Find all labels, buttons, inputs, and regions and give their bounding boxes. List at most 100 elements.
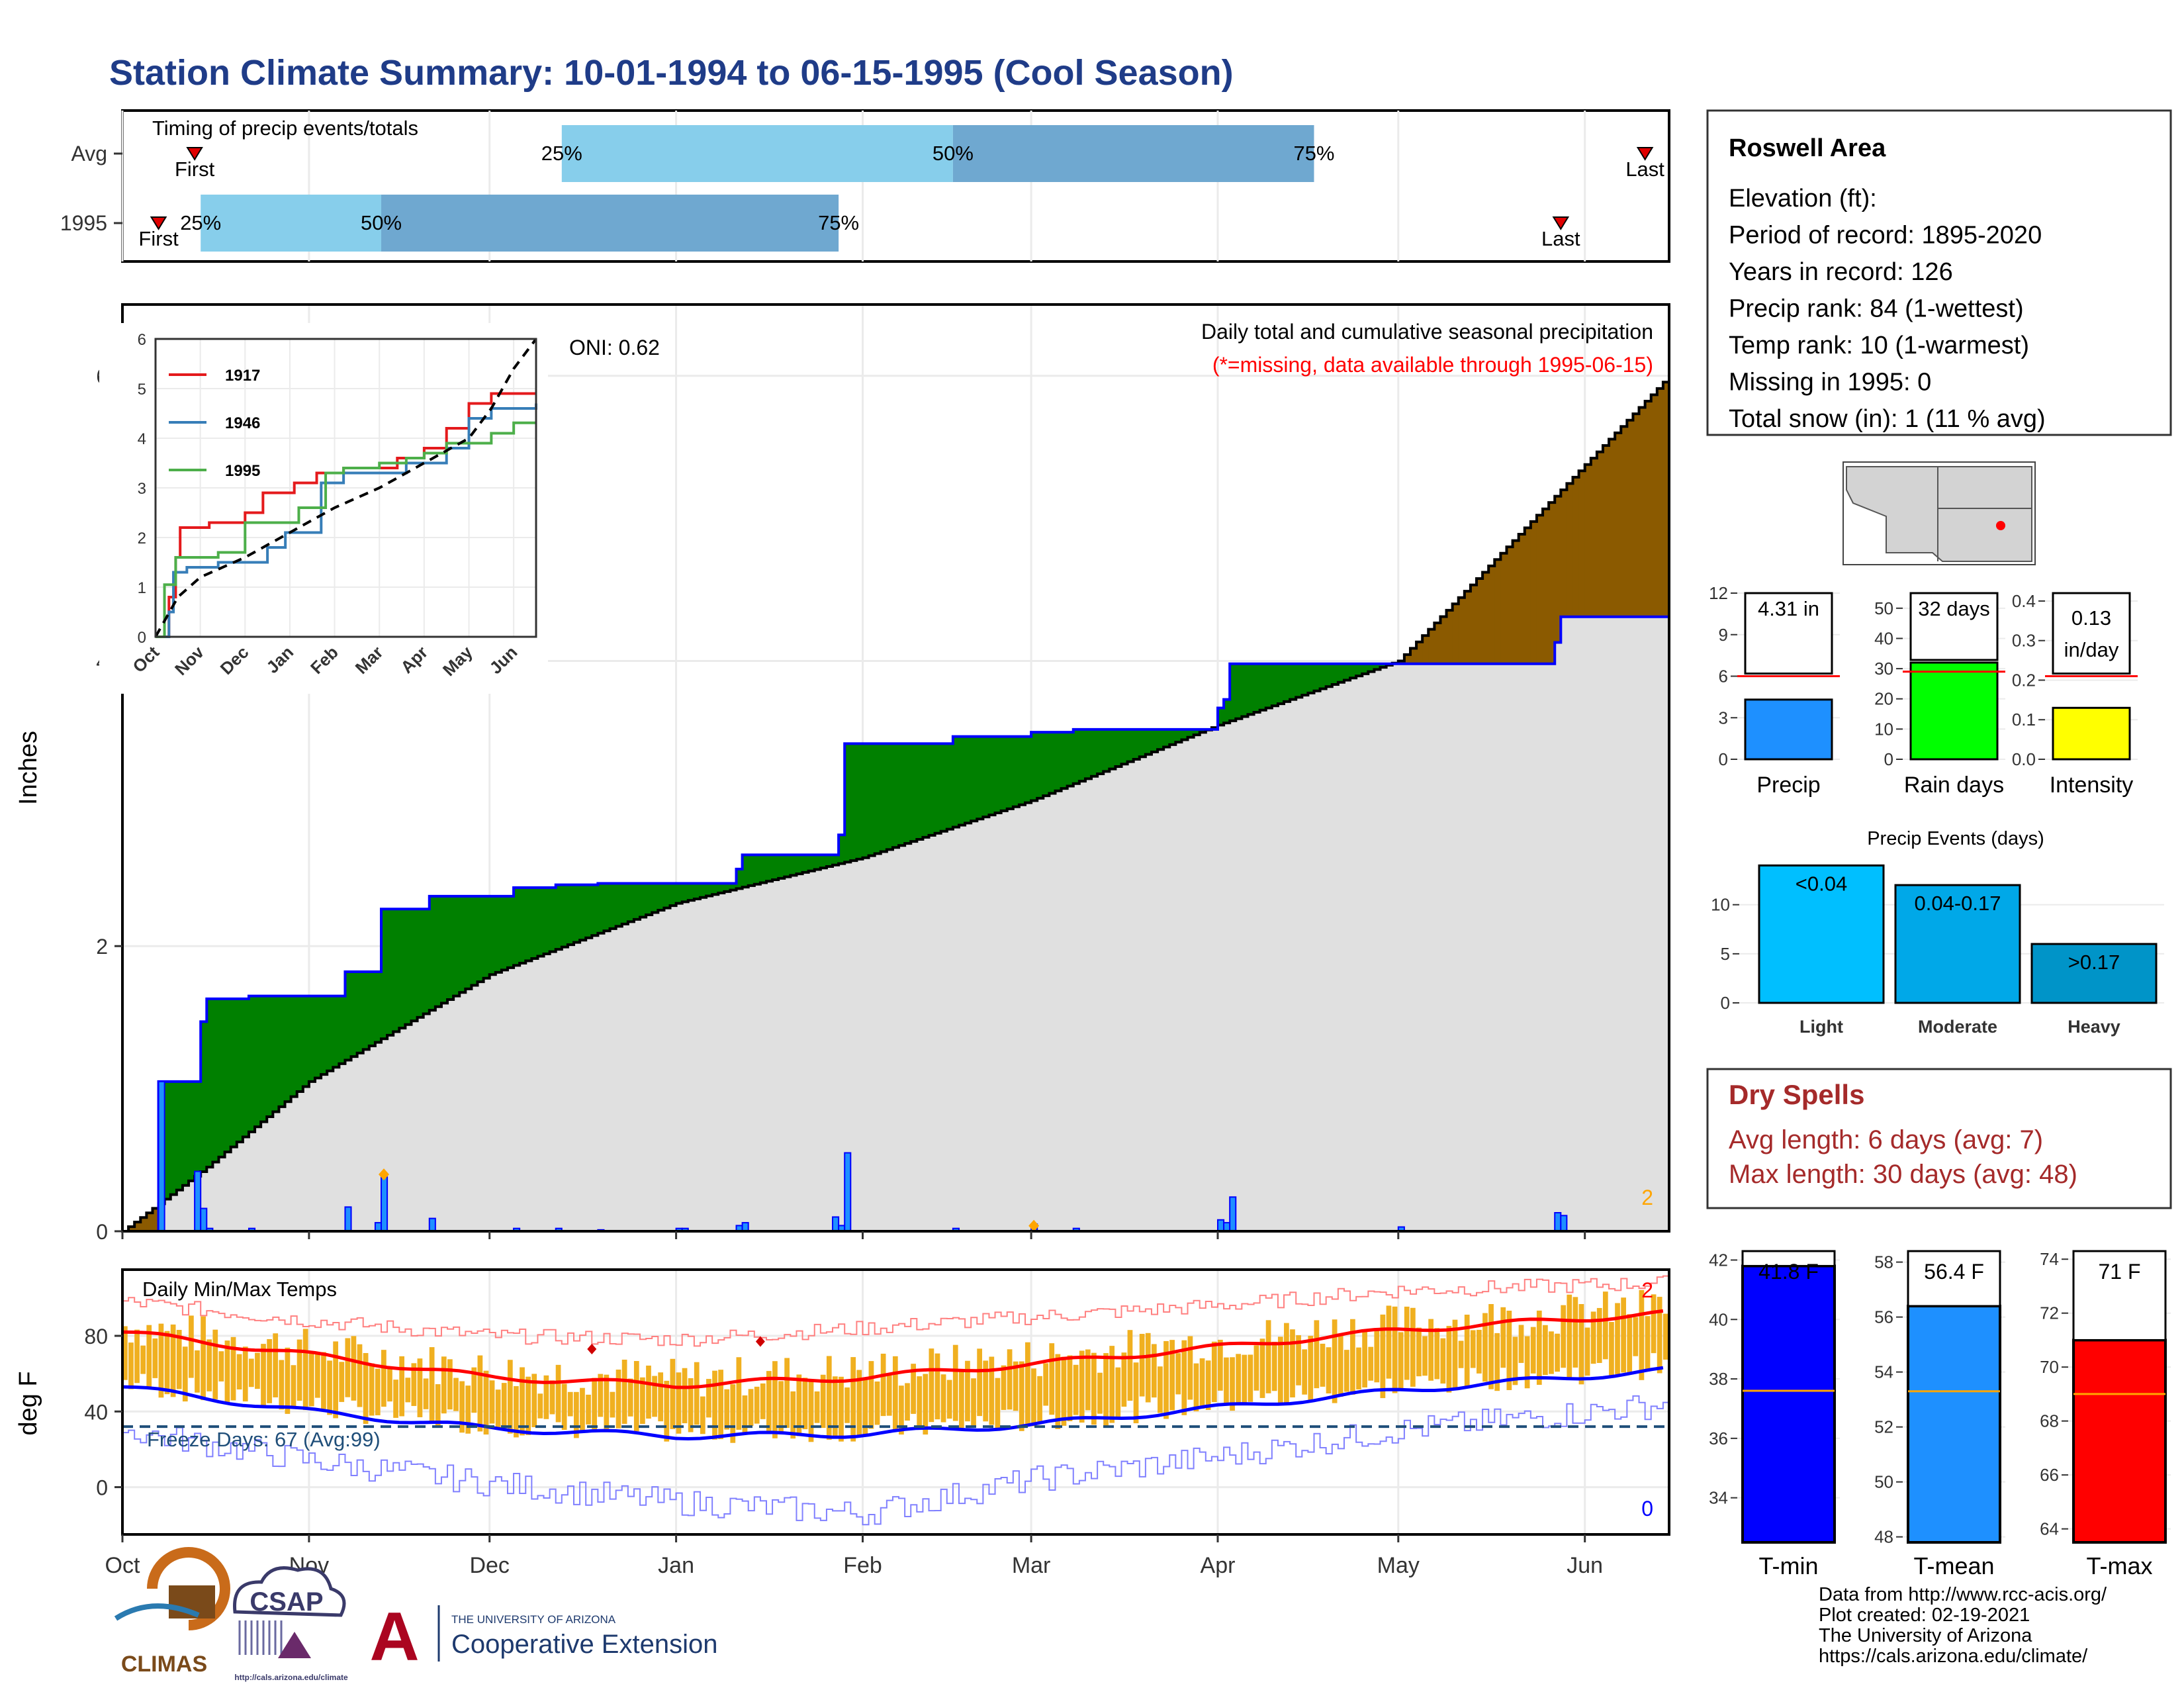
daily-temp-bar <box>1343 1350 1349 1392</box>
above-normal-fill <box>333 996 340 1068</box>
daily-temp-bar <box>435 1384 441 1428</box>
daily-temp-bar <box>1506 1311 1512 1390</box>
daily-temp-bar <box>1482 1313 1488 1382</box>
above-normal-fill <box>1079 729 1086 782</box>
above-normal-fill <box>555 884 563 950</box>
row-label: 1995 <box>60 211 107 235</box>
ua-small-text: THE UNIVERSITY OF ARIZONA <box>451 1613 616 1626</box>
summary-category-label: Precip <box>1756 773 1820 798</box>
daily-temp-bar <box>255 1352 260 1389</box>
above-normal-fill <box>212 998 220 1162</box>
daily-temp-bar <box>302 1329 308 1411</box>
daily-temp-bar <box>1392 1306 1398 1393</box>
inset-y-label: 3 <box>138 480 146 498</box>
daily-temp-bar <box>1091 1352 1097 1425</box>
snow-marker <box>379 1168 390 1181</box>
above-normal-fill <box>1248 663 1255 715</box>
inset-y-label: 2 <box>138 530 146 547</box>
daily-temp-bar <box>1524 1336 1530 1389</box>
daily-temp-bar <box>1458 1340 1464 1368</box>
above-normal-fill <box>471 896 478 986</box>
avg-cumulative-area <box>122 375 1669 1231</box>
daily-temp-bar <box>646 1365 651 1419</box>
summary-label-box <box>2052 592 2131 675</box>
below-normal-fill <box>1530 521 1537 664</box>
daily-temp-bar <box>567 1391 573 1417</box>
above-normal-fill <box>868 743 876 856</box>
daily-temp-bar <box>555 1364 561 1423</box>
info-line: Missing in 1995: 0 <box>1729 369 1931 397</box>
summary-tick-label: 3 <box>1719 708 1728 727</box>
above-normal-fill <box>206 998 214 1168</box>
above-normal-fill <box>1019 736 1026 805</box>
tsum-value-label: 71 F <box>2098 1260 2140 1284</box>
first-marker-label: First <box>138 227 179 250</box>
month-label: Jun <box>1567 1553 1603 1578</box>
daily-temp-bar <box>989 1356 995 1425</box>
daily-temp-bar <box>664 1380 670 1442</box>
below-normal-fill <box>1536 515 1543 664</box>
avg-cumulative-line <box>122 375 1670 1233</box>
daily-precip-bar <box>200 1207 208 1232</box>
daily-temp-bar <box>242 1346 248 1402</box>
below-normal-fill <box>1404 654 1411 664</box>
above-normal-fill <box>267 996 273 1117</box>
daily-precip-bar <box>381 1176 388 1232</box>
daily-temp-bar <box>1657 1297 1662 1374</box>
daily-temp-bar <box>1627 1314 1633 1375</box>
daily-temp-bar <box>652 1376 657 1417</box>
snow-marker <box>1028 1219 1040 1232</box>
daily-temp-bar <box>1248 1354 1253 1402</box>
below-normal-fill <box>1488 565 1495 664</box>
summary-label-box <box>1909 592 1999 661</box>
daily-temp-bar <box>273 1333 279 1397</box>
precip-events-chart: Precip Events (days) 0 5 10 <0.04 Light 0.04-0… <box>1711 828 2164 1037</box>
daily-temp-bar <box>447 1359 453 1410</box>
info-line: Total snow (in): 1 (11 % avg) <box>1729 405 2046 433</box>
daily-temp-bar <box>1199 1358 1205 1409</box>
below-normal-fill <box>140 1217 147 1231</box>
daily-temp-bar <box>1001 1365 1007 1410</box>
tsum-tick-label: 56 <box>1874 1307 1893 1327</box>
first-marker-label: First <box>175 158 215 181</box>
below-normal-fill <box>1446 610 1453 664</box>
tsum-value-bar <box>2072 1338 2167 1544</box>
daily-temp-bar <box>826 1356 832 1440</box>
above-normal-fill <box>441 896 448 1004</box>
tsum-category-label: T-max <box>2086 1552 2152 1579</box>
precip-main-chart: 0 2 4 6 Inches ONI: 0.62 Daily total and cumul… <box>15 303 1670 1244</box>
above-normal-fill <box>1277 663 1285 704</box>
above-normal-fill <box>940 743 948 831</box>
tsum-value-label: 56.4 F <box>1924 1260 1984 1284</box>
daily-temp-bar <box>1368 1346 1374 1381</box>
daily-temp-bar <box>1512 1336 1518 1385</box>
above-normal-fill <box>1031 732 1038 801</box>
daily-temp-bar <box>122 1326 128 1380</box>
below-normal-fill <box>1590 458 1598 617</box>
daily-temp-bar <box>820 1374 826 1429</box>
daily-temp-bar <box>718 1370 723 1440</box>
below-normal-fill <box>1518 534 1525 664</box>
daily-temp-bar <box>501 1383 507 1429</box>
above-normal-fill <box>296 996 304 1092</box>
daily-temp-bar <box>1193 1363 1199 1412</box>
daily-temp-bar <box>1530 1327 1536 1374</box>
above-normal-fill <box>892 743 899 848</box>
above-normal-fill <box>435 896 442 1007</box>
daily-temp-bar <box>1609 1322 1614 1378</box>
summary-tick-label: 0.4 <box>2012 591 2036 611</box>
below-normal-fill <box>1651 395 1658 617</box>
tsum-label-box <box>1741 1250 1836 1267</box>
inset-legend-label: 1946 <box>225 414 260 432</box>
events-tick-label: 5 <box>1721 944 1730 964</box>
daily-temp-bar <box>1127 1330 1133 1401</box>
daily-temp-bar <box>700 1396 705 1434</box>
above-normal-fill <box>1091 729 1098 776</box>
tsum-tick-label: 36 <box>1709 1429 1728 1448</box>
avg-tmax-line <box>122 1309 1664 1389</box>
page-title: Station Climate Summary: 10-01-1994 to 0… <box>109 53 1234 93</box>
daily-temp-bar <box>1061 1356 1067 1426</box>
above-normal-fill <box>1121 729 1128 765</box>
daily-temp-bar <box>471 1367 477 1413</box>
above-normal-fill <box>850 743 857 861</box>
